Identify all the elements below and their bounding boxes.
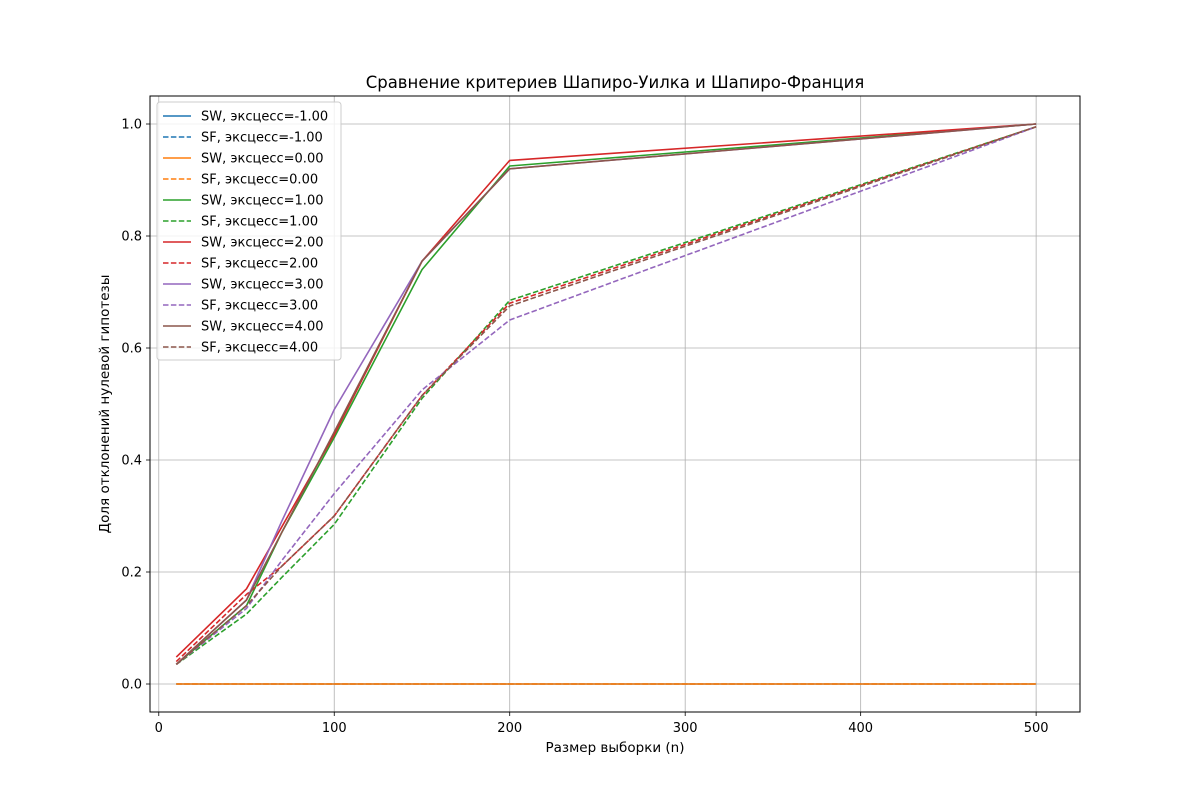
legend-entry: SF, эксцесс=4.00 (201, 341, 318, 356)
legend-entry: SW, эксцесс=0.00 (201, 152, 323, 167)
series-line-11 (175, 126, 1037, 666)
y-tick-label: 0.6 (121, 342, 142, 357)
series-line-9 (175, 126, 1037, 666)
x-tick-label: 100 (322, 721, 347, 736)
x-tick-label: 500 (1024, 721, 1049, 736)
series-lines (175, 123, 1037, 685)
legend-entry: SW, эксцесс=2.00 (201, 236, 323, 251)
y-axis-label: Доля отклонений нулевой гипотезы (97, 275, 113, 534)
grid (150, 96, 1080, 712)
legend-entry: SF, эксцесс=0.00 (201, 173, 318, 188)
legend-entry: SF, эксцесс=2.00 (201, 257, 318, 272)
legend-entry: SW, эксцесс=1.00 (201, 194, 323, 209)
legend-entry: SF, эксцесс=1.00 (201, 215, 318, 230)
y-tick-label: 0.8 (121, 230, 142, 245)
y-tick-label: 1.0 (121, 118, 142, 133)
legend-entry: SW, эксцесс=4.00 (201, 320, 323, 335)
legend-box (156, 101, 342, 361)
legend-entry: SW, эксцесс=3.00 (201, 278, 323, 293)
x-tick-label: 400 (848, 721, 873, 736)
chart-title: Сравнение критериев Шапиро-Уилка и Шапир… (366, 73, 865, 92)
x-tick-label: 0 (155, 721, 163, 736)
legend-entry: SW, эксцесс=-1.00 (201, 110, 328, 125)
axis-ticks: 0 100 200 300 400 500 0.0 0.2 0.4 0.6 0.8 1.0 (121, 118, 1048, 737)
plot-area-frame (149, 95, 1081, 713)
x-tick-label: 300 (673, 721, 698, 736)
x-axis-label: Размер выборки (n) (545, 740, 684, 756)
y-tick-label: 0.0 (121, 678, 142, 693)
legend-entry: SF, эксцесс=-1.00 (201, 131, 323, 146)
legend-entry: SF, эксцесс=3.00 (201, 299, 318, 314)
legend: SW, эксцесс=-1.00 SF, эксцесс=-1.00 SW, эк… (156, 101, 342, 361)
series-line-6 (175, 123, 1037, 658)
x-tick-label: 200 (497, 721, 522, 736)
series-line-10 (175, 123, 1037, 665)
y-tick-label: 0.4 (121, 454, 142, 469)
y-tick-label: 0.2 (121, 566, 142, 581)
